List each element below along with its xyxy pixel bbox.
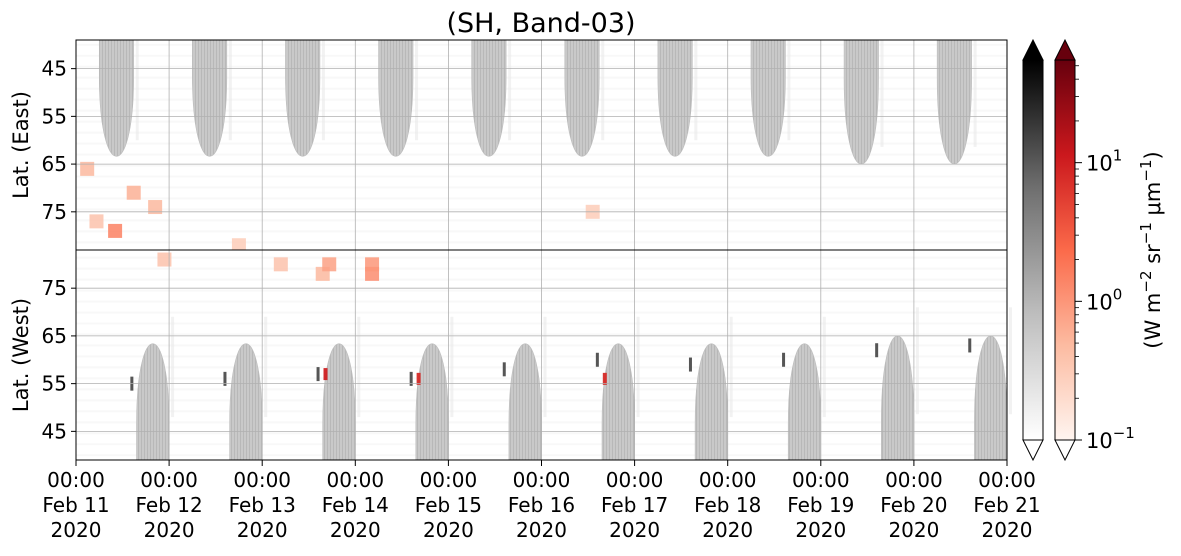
gray-streak — [601, 40, 605, 141]
gray-streak — [694, 40, 698, 141]
x-tick-label: 00:00 Feb 11 2020 — [42, 468, 109, 542]
gray-lobe-east-2 — [285, 39, 321, 157]
x-tick-label: 00:00 Feb 20 2020 — [880, 468, 947, 542]
colorbar-reds — [1054, 38, 1076, 462]
y-tick-label-east: 75 — [42, 200, 67, 224]
gray-mark-8 — [875, 343, 879, 358]
gray-lobe-east-6 — [657, 39, 693, 157]
gray-streak — [357, 316, 361, 418]
gray-mark-5 — [595, 352, 599, 367]
gray-lobe-east-0 — [98, 39, 135, 157]
red-patch-east-4 — [148, 200, 163, 215]
y-tick-label-west: 65 — [42, 324, 67, 348]
gray-mark-4 — [502, 362, 506, 377]
red-patch-east-5 — [231, 238, 246, 253]
red-patch-west-3 — [322, 257, 337, 272]
red-patch-west-8 — [323, 368, 328, 381]
gray-streak — [135, 40, 139, 141]
gray-mark-1 — [223, 371, 227, 386]
red-patch-west-7 — [602, 372, 607, 385]
gray-lobe-east-4 — [471, 39, 507, 157]
gray-mark-9 — [968, 338, 972, 353]
gray-mark-6 — [688, 357, 692, 372]
red-patch-west-0 — [157, 252, 172, 267]
gray-streak — [508, 40, 512, 141]
colorbar-label: (W m−2 sr−1 μm−1) — [1137, 151, 1165, 348]
y-tick-label-east: 45 — [42, 57, 67, 81]
panel-east: 45 55 65 75 — [42, 39, 1008, 253]
gray-streak — [543, 316, 547, 418]
gray-streak — [415, 40, 419, 141]
gray-streak — [450, 316, 454, 418]
gray-streak — [822, 316, 826, 418]
y-tick-label-west: 55 — [42, 372, 67, 396]
gray-streak — [729, 316, 733, 418]
gray-lobe-east-1 — [192, 39, 228, 157]
colorbar-extend-max — [1054, 38, 1076, 61]
colorbar-body — [1022, 59, 1044, 441]
colorbar-body — [1054, 59, 1076, 441]
colorbar-tick-label: 100 — [1086, 285, 1122, 314]
x-tick-label: 00:00 Feb 19 2020 — [787, 468, 854, 542]
y-tick-label-west: 75 — [42, 276, 67, 300]
y-tick-label-east: 55 — [42, 104, 67, 128]
gray-streak — [880, 40, 884, 147]
colorbar-tick-label: 101 — [1086, 147, 1122, 176]
colorbar-gray — [1022, 38, 1044, 462]
gray-streak — [1009, 307, 1012, 415]
red-patch-west-5 — [365, 257, 380, 272]
red-patch-west-1 — [273, 257, 288, 272]
chart-title: (SH, Band-03) — [446, 8, 635, 39]
red-patch-east-0 — [80, 161, 95, 176]
x-tick-label: 00:00 Feb 13 2020 — [229, 468, 296, 542]
x-tick-label: 00:00 Feb 21 2020 — [973, 468, 1040, 542]
colorbar-ticks: 10−1 100 101 — [1075, 65, 1135, 453]
gray-mark-7 — [782, 352, 786, 367]
gray-lobe-east-5 — [564, 39, 600, 157]
gray-lobe-east-3 — [378, 39, 414, 157]
y-tick-label-west: 45 — [42, 419, 67, 443]
gray-streak — [636, 316, 640, 418]
colorbar-extend-min — [1022, 439, 1044, 462]
gray-streak — [787, 40, 791, 141]
x-tick-label: 00:00 Feb 18 2020 — [694, 468, 761, 542]
gray-streak — [321, 40, 325, 141]
x-tick-label: 00:00 Feb 12 2020 — [135, 468, 202, 542]
ylabel-east: Lat. (East) — [9, 91, 33, 199]
x-tick-label: 00:00 Feb 15 2020 — [415, 468, 482, 542]
colorbar-tick-label: 10−1 — [1086, 424, 1135, 453]
red-patch-east-3 — [126, 185, 141, 200]
gray-mark-2 — [316, 367, 320, 382]
y-tick-label-east: 65 — [42, 152, 67, 176]
gray-streak — [973, 40, 977, 147]
gray-lobe-east-7 — [750, 39, 786, 157]
panel-west: 75 65 55 45 — [42, 249, 1012, 461]
gray-streak — [171, 316, 175, 418]
x-tick-label: 00:00 Feb 14 2020 — [322, 468, 389, 542]
x-tick-label: 00:00 Feb 17 2020 — [601, 468, 668, 542]
gray-streak — [228, 40, 232, 141]
red-patch-east-2 — [108, 223, 123, 238]
gray-streak — [915, 307, 919, 415]
gray-mark-3 — [409, 371, 413, 386]
gray-streak — [264, 316, 268, 418]
red-patch-east-1 — [89, 214, 104, 229]
colorbar-extend-max — [1022, 38, 1044, 61]
red-patch-west-6 — [416, 372, 421, 385]
ylabel-west: Lat. (West) — [9, 298, 33, 412]
colorbar-extend-min — [1054, 439, 1076, 462]
x-tick-label: 00:00 Feb 16 2020 — [508, 468, 575, 542]
x-axis-ticks: 00:00 Feb 11 2020 00:00 Feb 12 2020 00:00 Feb 1… — [42, 460, 1041, 542]
